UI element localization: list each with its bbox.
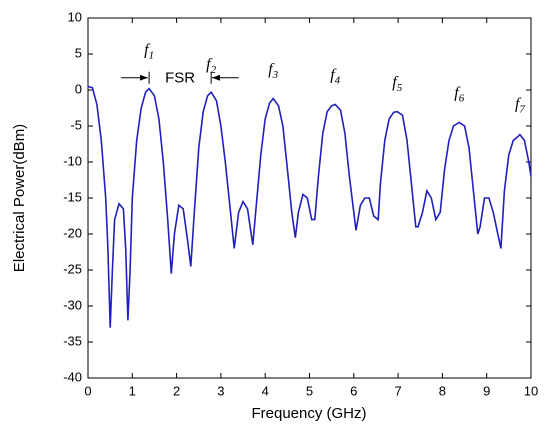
data-line [87, 85, 532, 328]
annotation-subscript: 7 [519, 103, 525, 115]
x-tick-label: 4 [262, 383, 269, 398]
y-tick-label: 0 [75, 81, 82, 96]
annotation: f2 [206, 55, 216, 75]
annotation-text: f [144, 41, 151, 58]
y-tick-label: 10 [68, 9, 82, 24]
x-tick-label: 6 [350, 383, 357, 398]
annotation-subscript: 2 [211, 63, 217, 75]
annotation: FSR [165, 69, 195, 86]
annotation-subscript: 5 [397, 81, 403, 93]
x-axis-label: Frequency (GHz) [251, 405, 366, 422]
annotation: f5 [392, 73, 402, 93]
x-tick-label: 10 [524, 383, 538, 398]
x-tick-label: 5 [306, 383, 313, 398]
x-tick-label: 2 [173, 383, 180, 398]
annotation-text: f [268, 61, 275, 78]
y-tick-label: -40 [63, 369, 82, 384]
y-tick-label: -15 [63, 189, 82, 204]
annotation-text: f [392, 73, 399, 90]
y-tick-label: -20 [63, 225, 82, 240]
plot-frame [87, 17, 532, 379]
annotation-subscript: 3 [272, 68, 279, 80]
x-tick-label: 8 [439, 383, 446, 398]
annotation-text: f [206, 55, 213, 72]
x-tick-label: 3 [217, 383, 224, 398]
y-axis-label: Electrical Power(dBm) [11, 124, 28, 272]
y-tick-label: -25 [63, 261, 82, 276]
annotation: f1 [144, 41, 154, 61]
annotation-subscript: 6 [459, 92, 465, 104]
x-tick-label: 0 [84, 383, 91, 398]
annotation-subscript: 1 [149, 49, 155, 61]
annotation-subscript: 4 [335, 74, 341, 86]
y-tick-label: -5 [70, 117, 82, 132]
x-tick-label: 7 [394, 383, 401, 398]
annotation-text: f [515, 95, 522, 112]
annotation: f6 [454, 84, 464, 104]
y-tick-label: -35 [63, 333, 82, 348]
annotation: f7 [515, 95, 525, 115]
x-tick-label: 9 [483, 383, 490, 398]
y-tick-label: -30 [63, 297, 82, 312]
x-tick-label: 1 [129, 383, 136, 398]
y-tick-label: 5 [75, 45, 82, 60]
annotation: f4 [330, 66, 340, 86]
annotation-text: f [454, 84, 461, 101]
annotation: f3 [268, 61, 278, 81]
annotation-text: f [330, 66, 337, 83]
annotation-text: FSR [165, 69, 195, 86]
y-tick-label: -10 [63, 153, 82, 168]
